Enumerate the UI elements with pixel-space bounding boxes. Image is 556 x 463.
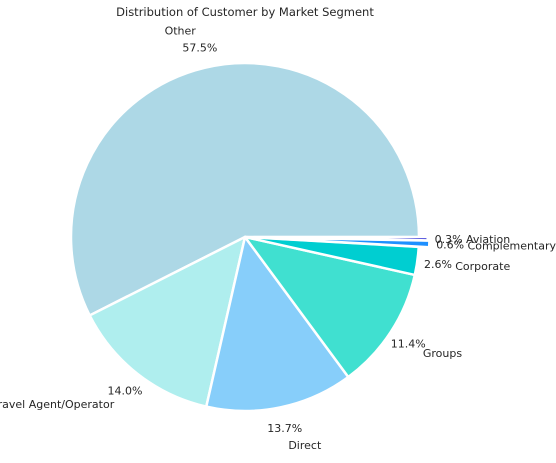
pie-category-label-complementary: Complementary (468, 239, 556, 252)
pie-category-label-direct: Direct (288, 439, 322, 452)
pie-pct-label-corporate: 2.6% (424, 258, 452, 271)
pie-slice-other (69, 61, 421, 317)
pie-slice-travel-agent-operator (88, 235, 247, 408)
chart-title: Distribution of Customer by Market Segme… (116, 5, 374, 19)
pie-category-label-corporate: Corporate (455, 260, 510, 273)
pie-pct-label-groups: 11.4% (391, 337, 426, 350)
pie-pct-label-travel-agent-operator: 14.0% (107, 385, 142, 398)
pie-pct-label-direct: 13.7% (267, 422, 302, 435)
pie-category-label-groups: Groups (423, 347, 462, 360)
pie-slice-aviation (252, 235, 429, 242)
pie-category-label-other: Other (165, 24, 197, 37)
pie-category-label-aviation: Aviation (466, 233, 510, 246)
pie-labels: 57.5% Other 14.0%Travel Agent/Operator 13.7… (0, 24, 556, 451)
pie-category-label-travel-agent-operator: Travel Agent/Operator (0, 398, 115, 411)
pie-pct-label-complementary: 0.6% (436, 239, 464, 252)
pie-slice-groups (243, 235, 417, 379)
pie-slice-direct (205, 235, 350, 413)
pie-slices (69, 61, 431, 413)
pie-pct-label-aviation: 0.3% (435, 233, 463, 246)
pie-pct-label-other: 57.5% (182, 41, 217, 54)
pie-slice-complementary (254, 236, 431, 249)
